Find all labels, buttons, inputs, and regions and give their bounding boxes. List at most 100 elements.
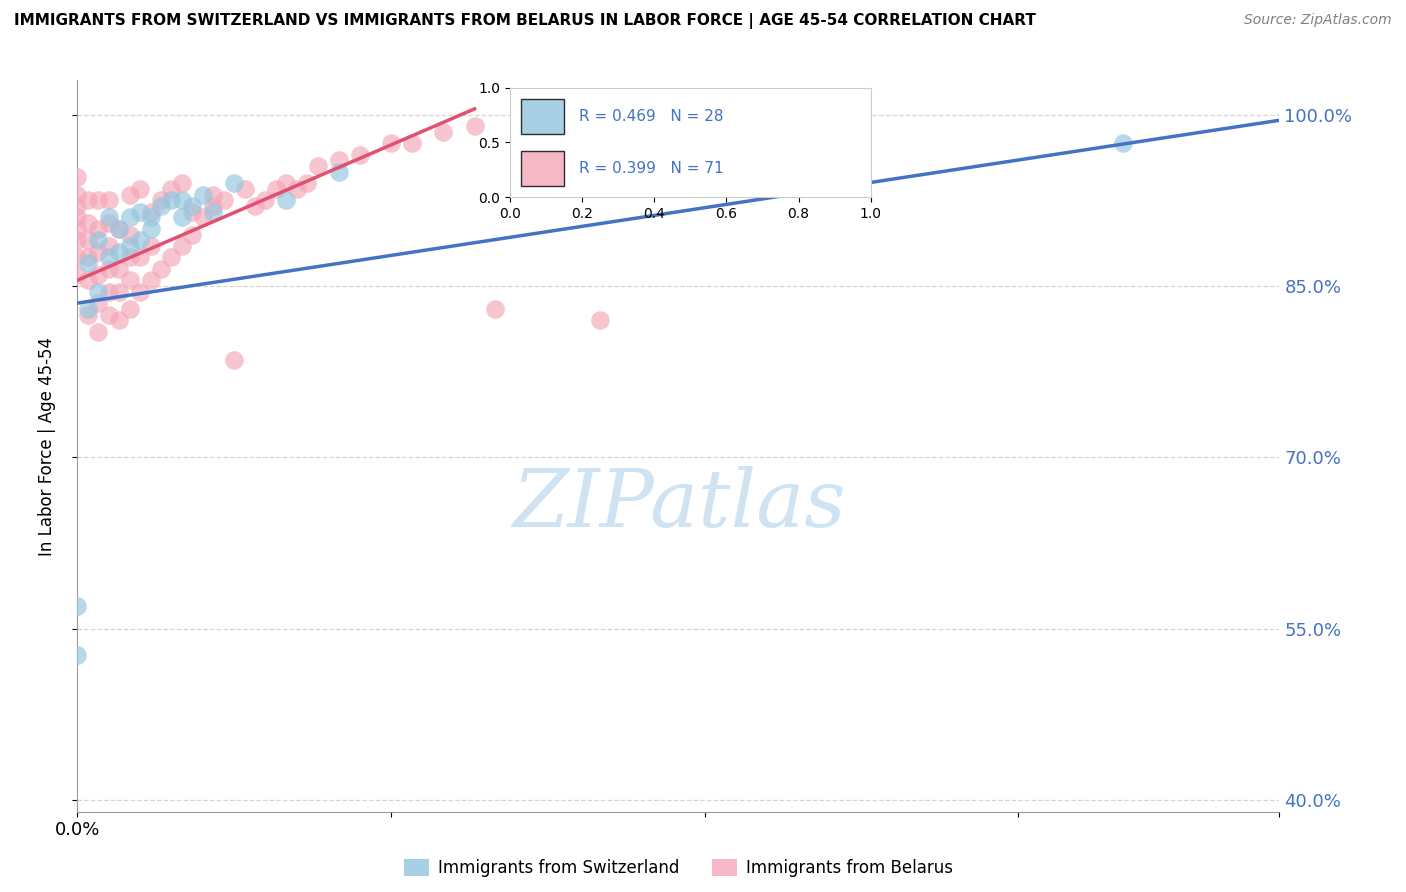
Point: [149, 199, 172, 213]
Point: [264, 182, 287, 196]
Point: [108, 222, 131, 236]
Point: [276, 194, 298, 208]
Point: [87, 233, 110, 247]
Point: [76, 233, 98, 247]
Point: [401, 136, 423, 150]
Point: [87, 296, 110, 310]
Point: [139, 273, 162, 287]
Point: [160, 194, 183, 208]
Text: Source: ZipAtlas.com: Source: ZipAtlas.com: [1244, 13, 1392, 28]
Point: [149, 194, 172, 208]
Point: [97, 261, 120, 276]
Point: [139, 204, 162, 219]
Point: [66, 251, 89, 265]
Point: [66, 187, 89, 202]
Point: [202, 199, 225, 213]
Point: [328, 164, 350, 178]
Point: [139, 222, 162, 236]
Point: [76, 256, 98, 270]
Point: [170, 211, 193, 225]
Point: [87, 244, 110, 259]
Point: [380, 136, 402, 150]
Point: [349, 147, 371, 161]
Point: [243, 199, 266, 213]
Point: [87, 268, 110, 282]
Point: [118, 251, 141, 265]
Point: [233, 182, 256, 196]
Point: [181, 199, 204, 213]
Point: [170, 239, 193, 253]
Point: [66, 199, 89, 213]
Point: [97, 216, 120, 230]
Y-axis label: In Labor Force | Age 45-54: In Labor Force | Age 45-54: [38, 336, 56, 556]
Point: [1111, 136, 1133, 150]
Point: [66, 211, 89, 225]
Point: [224, 353, 246, 368]
Point: [87, 222, 110, 236]
Point: [129, 251, 152, 265]
Point: [139, 211, 162, 225]
Point: [149, 261, 172, 276]
Point: [202, 204, 225, 219]
Point: [129, 233, 152, 247]
Point: [212, 194, 235, 208]
Point: [108, 222, 131, 236]
Point: [118, 187, 141, 202]
Point: [118, 239, 141, 253]
Point: [66, 222, 89, 236]
Point: [108, 261, 131, 276]
Point: [139, 239, 162, 253]
Point: [328, 153, 350, 168]
Point: [76, 273, 98, 287]
Point: [129, 285, 152, 299]
Point: [66, 233, 89, 247]
Point: [181, 204, 204, 219]
Point: [202, 187, 225, 202]
Point: [285, 182, 308, 196]
Point: [160, 251, 183, 265]
Point: [66, 268, 89, 282]
Point: [87, 194, 110, 208]
Point: [118, 211, 141, 225]
Point: [118, 227, 141, 242]
Point: [108, 313, 131, 327]
Point: [297, 176, 319, 190]
Text: IMMIGRANTS FROM SWITZERLAND VS IMMIGRANTS FROM BELARUS IN LABOR FORCE | AGE 45-5: IMMIGRANTS FROM SWITZERLAND VS IMMIGRANT…: [14, 13, 1036, 29]
Legend: Immigrants from Switzerland, Immigrants from Belarus: Immigrants from Switzerland, Immigrants …: [398, 853, 959, 884]
Point: [254, 194, 277, 208]
Point: [191, 211, 214, 225]
Point: [66, 648, 89, 662]
Point: [97, 239, 120, 253]
Point: [484, 301, 506, 316]
Point: [87, 285, 110, 299]
Point: [76, 194, 98, 208]
Point: [797, 130, 820, 145]
Point: [97, 211, 120, 225]
Point: [118, 273, 141, 287]
Point: [108, 285, 131, 299]
Point: [160, 182, 183, 196]
Point: [432, 125, 454, 139]
Point: [129, 182, 152, 196]
Point: [464, 119, 486, 133]
Point: [66, 599, 89, 613]
Point: [170, 176, 193, 190]
Point: [76, 251, 98, 265]
Point: [66, 170, 89, 185]
Point: [118, 301, 141, 316]
Point: [76, 216, 98, 230]
Text: ZIPatlas: ZIPatlas: [512, 466, 845, 543]
Point: [307, 159, 329, 173]
Point: [191, 187, 214, 202]
Point: [589, 313, 612, 327]
Point: [97, 251, 120, 265]
Point: [87, 325, 110, 339]
Point: [97, 285, 120, 299]
Point: [537, 119, 560, 133]
Point: [76, 308, 98, 322]
Point: [76, 301, 98, 316]
Point: [170, 194, 193, 208]
Point: [276, 176, 298, 190]
Point: [129, 204, 152, 219]
Point: [181, 227, 204, 242]
